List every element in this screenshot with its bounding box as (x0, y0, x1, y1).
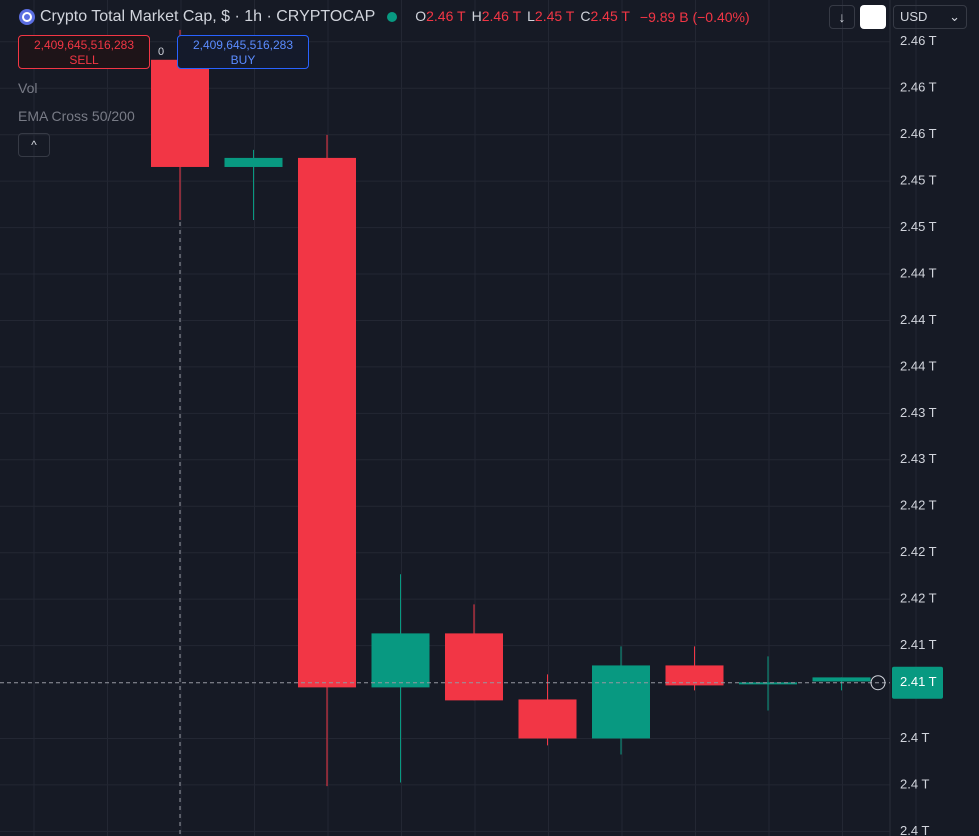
ohlc-key: O (415, 8, 427, 24)
candle-body (592, 665, 650, 739)
y-tick-label: 2.44 T (900, 265, 937, 280)
last-price-label: 2.41 T (900, 674, 937, 689)
y-tick-label: 2.43 T (900, 451, 937, 466)
ohlc-key: C (580, 8, 591, 24)
scroll-button[interactable]: ↓ (829, 5, 855, 29)
collapse-button[interactable]: ^ (18, 133, 50, 157)
y-tick-label: 2.4 T (900, 823, 929, 836)
ohlc-key: L (527, 8, 535, 24)
candle-body (151, 59, 209, 167)
indicator-ema[interactable]: EMA Cross 50/200 (18, 108, 135, 124)
ohlc-value: 2.46 T (426, 8, 466, 24)
buy-button[interactable]: 2,409,645,516,283 BUY (177, 35, 309, 69)
indicator-vol[interactable]: Vol (18, 80, 38, 96)
fullscreen-button[interactable] (860, 5, 886, 29)
y-tick-label: 2.46 T (900, 126, 937, 141)
y-tick-label: 2.41 T (900, 637, 937, 652)
symbol[interactable]: Crypto Total Market Cap, $ · 1h · CRYPTO… (40, 8, 376, 25)
candle-body (812, 677, 871, 682)
currency: USD (900, 9, 928, 24)
y-tick-label: 2.4 T (900, 776, 929, 791)
candle-body (371, 633, 430, 688)
candle-body (224, 157, 283, 167)
sell-button[interactable]: 2,409,645,516,283 SELL (18, 35, 150, 69)
y-tick-label: 2.42 T (900, 591, 937, 606)
candle-body (298, 157, 356, 688)
candle-body (518, 699, 577, 739)
ohlc: O2.46 T H2.46 T L2.45 T C2.45 T (409, 8, 630, 26)
symbol-icon (19, 9, 35, 25)
add-alert-icon (870, 675, 886, 691)
y-tick-label: 2.42 T (900, 544, 937, 559)
y-tick-label: 2.44 T (900, 312, 937, 327)
change: −9.89 B (−0.40%) (639, 9, 750, 25)
currency-select[interactable]: USD ⌄ (893, 5, 967, 29)
y-tick-label: 2.45 T (900, 219, 937, 234)
ohlc-value: 2.45 T (590, 8, 630, 24)
status-dot (387, 12, 398, 22)
caret: ⌄ (949, 9, 960, 24)
y-tick-label: 2.46 T (900, 33, 937, 48)
y-tick-label: 2.42 T (900, 498, 937, 513)
spread: 0 (158, 46, 165, 58)
candle-body (665, 665, 724, 686)
y-tick-label: 2.43 T (900, 405, 937, 420)
y-tick-label: 2.44 T (900, 358, 937, 373)
last-price-box (892, 666, 943, 699)
ohlc-value: 2.46 T (481, 8, 522, 24)
ohlc-key: H (471, 8, 482, 24)
y-tick-label: 2.46 T (900, 80, 937, 95)
candle-body (739, 682, 797, 685)
sell-price: 2,409,645,516,283 (33, 38, 135, 52)
ohlc-value: 2.45 T (534, 8, 575, 24)
sell-label: SELL (69, 53, 99, 67)
candle-body (445, 633, 503, 701)
legend: Crypto Total Market Cap, $ · 1h · CRYPTO… (18, 6, 750, 28)
y-tick-label: 2.4 T (900, 730, 929, 745)
buy-label: BUY (230, 53, 256, 67)
buy-price: 2,409,645,516,283 (192, 38, 294, 52)
y-tick-label: 2.45 T (900, 173, 937, 188)
